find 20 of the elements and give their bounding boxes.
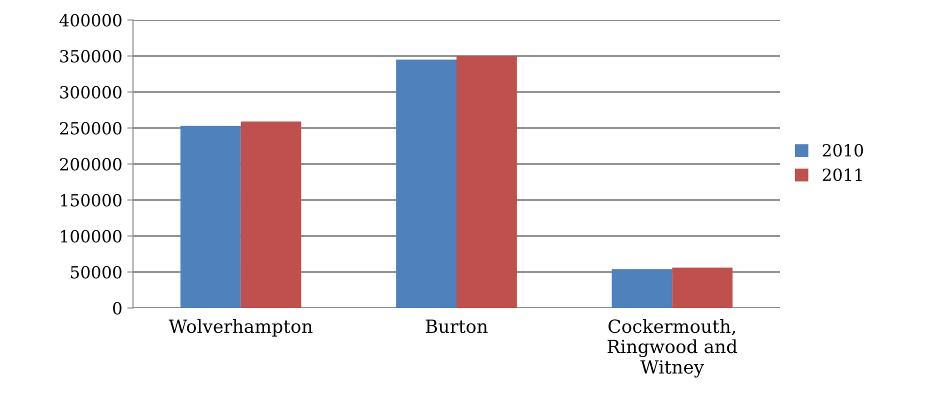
y-tick-label: 100000 [60, 230, 122, 243]
x-tick-label: Wolverhampton [168, 319, 312, 337]
bar [612, 269, 672, 308]
bar [456, 56, 517, 308]
y-tick-label: 300000 [60, 86, 122, 99]
y-tick-label: 250000 [60, 122, 122, 135]
y-tick-label: 350000 [60, 50, 122, 63]
y-tick-label: 50000 [70, 266, 122, 279]
y-tick-label: 150000 [60, 194, 122, 207]
bar [180, 126, 241, 308]
x-tick-label: Burton [426, 320, 488, 334]
x-tick-label: Cockermouth, Ringwood and Witney [608, 319, 738, 378]
bar [672, 268, 733, 308]
bar [396, 60, 456, 308]
bar [240, 122, 302, 308]
legend-label: 2011 [822, 168, 862, 182]
legend-label: 2010 [822, 144, 863, 157]
y-tick-label: 200000 [60, 158, 122, 171]
y-tick-label: 400000 [59, 14, 122, 27]
y-tick-label: 0 [113, 302, 122, 315]
